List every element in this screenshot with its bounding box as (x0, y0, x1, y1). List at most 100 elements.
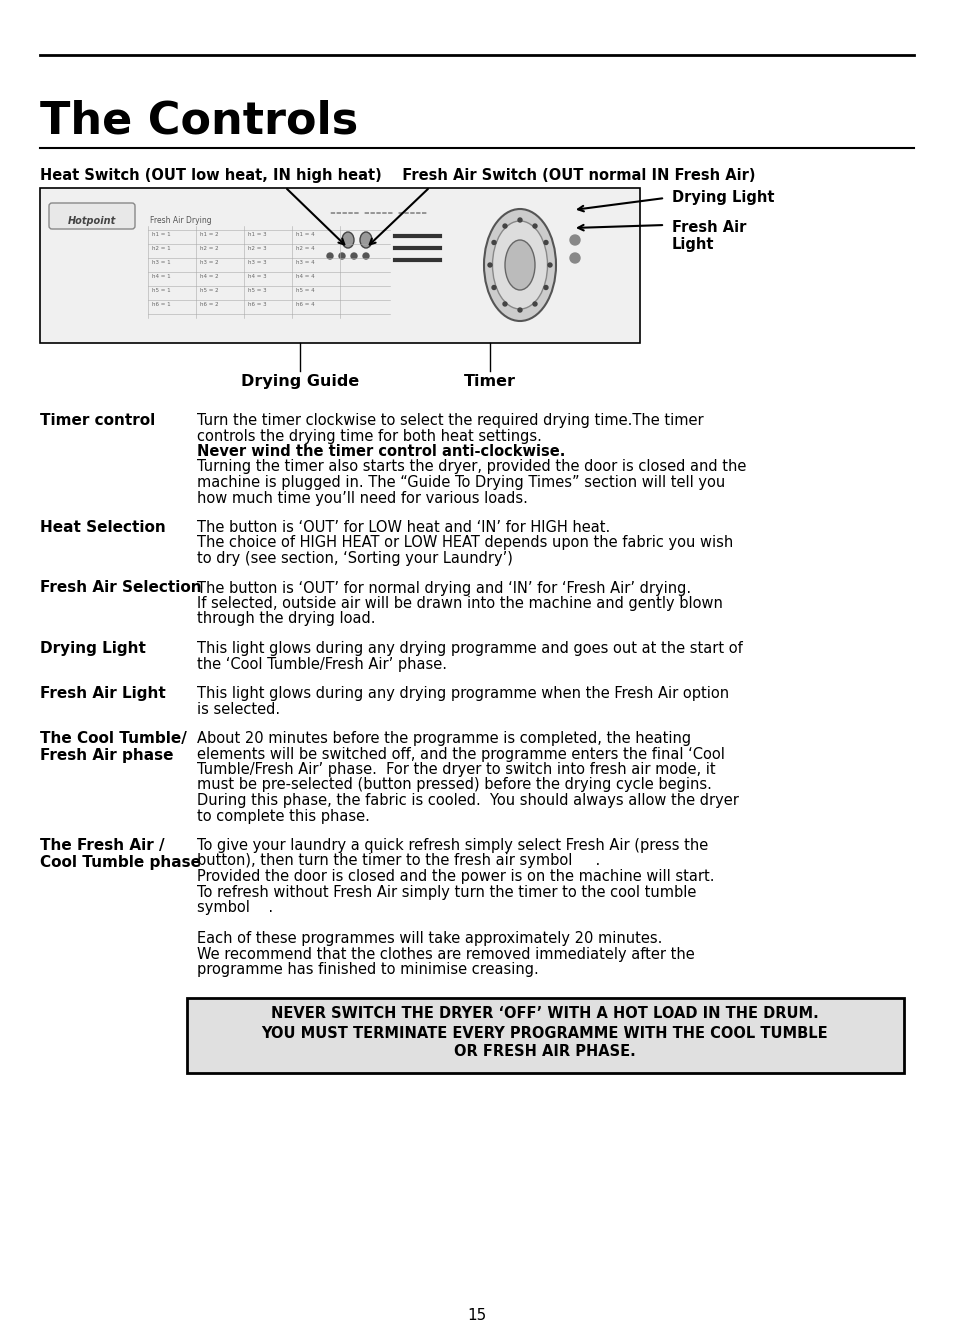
Text: programme has finished to minimise creasing.: programme has finished to minimise creas… (196, 962, 538, 977)
Text: h3 = 4: h3 = 4 (295, 261, 314, 265)
Circle shape (533, 224, 537, 228)
Text: elements will be switched off, and the programme enters the final ‘Cool: elements will be switched off, and the p… (196, 747, 724, 762)
Circle shape (547, 263, 552, 267)
Text: During this phase, the fabric is cooled.  You should always allow the dryer: During this phase, the fabric is cooled.… (196, 794, 739, 808)
Text: symbol    .: symbol . (196, 900, 273, 915)
Text: h4 = 3: h4 = 3 (248, 274, 266, 279)
Text: h6 = 1: h6 = 1 (152, 302, 171, 307)
Text: The button is ‘OUT’ for normal drying and ‘IN’ for ‘Fresh Air’ drying.: The button is ‘OUT’ for normal drying an… (196, 581, 690, 596)
Text: machine is plugged in. The “Guide To Drying Times” section will tell you: machine is plugged in. The “Guide To Dry… (196, 476, 724, 490)
Text: To refresh without Fresh Air simply turn the timer to the cool tumble: To refresh without Fresh Air simply turn… (196, 884, 696, 899)
Circle shape (492, 240, 496, 244)
Text: NEVER SWITCH THE DRYER ‘OFF’ WITH A HOT LOAD IN THE DRUM.: NEVER SWITCH THE DRYER ‘OFF’ WITH A HOT … (271, 1006, 818, 1022)
Text: Fresh Air Light: Fresh Air Light (40, 685, 166, 701)
Text: h6 = 3: h6 = 3 (248, 302, 266, 307)
Text: Fresh Air Selection: Fresh Air Selection (40, 581, 201, 596)
Text: h5 = 4: h5 = 4 (295, 289, 314, 293)
Text: Fresh Air
Light: Fresh Air Light (671, 220, 745, 253)
Text: h2 = 4: h2 = 4 (295, 246, 314, 251)
Circle shape (327, 253, 333, 259)
Text: =====  =====  =====: ===== ===== ===== (330, 210, 427, 216)
Text: Tumble/Fresh Air’ phase.  For the dryer to switch into fresh air mode, it: Tumble/Fresh Air’ phase. For the dryer t… (196, 762, 715, 778)
Text: h1 = 4: h1 = 4 (295, 232, 314, 236)
Text: h2 = 2: h2 = 2 (200, 246, 218, 251)
Circle shape (502, 302, 506, 306)
Text: Drying Light: Drying Light (40, 641, 146, 656)
Text: Drying Guide: Drying Guide (240, 374, 358, 389)
Circle shape (517, 309, 521, 313)
Circle shape (351, 253, 356, 259)
FancyBboxPatch shape (40, 188, 639, 343)
Text: If selected, outside air will be drawn into the machine and gently blown: If selected, outside air will be drawn i… (196, 596, 722, 611)
Text: h3 = 2: h3 = 2 (200, 261, 218, 265)
Text: The Controls: The Controls (40, 100, 358, 143)
Ellipse shape (341, 232, 354, 248)
Text: button), then turn the timer to the fresh air symbol     .: button), then turn the timer to the fres… (196, 854, 599, 868)
Text: Heat Switch (OUT low heat, IN high heat)    Fresh Air Switch (OUT normal IN Fres: Heat Switch (OUT low heat, IN high heat)… (40, 168, 755, 183)
Text: h2 = 1: h2 = 1 (152, 246, 171, 251)
Text: h4 = 2: h4 = 2 (200, 274, 218, 279)
FancyBboxPatch shape (187, 998, 903, 1073)
Text: We recommend that the clothes are removed immediately after the: We recommend that the clothes are remove… (196, 946, 694, 962)
Circle shape (363, 253, 369, 259)
Text: Each of these programmes will take approximately 20 minutes.: Each of these programmes will take appro… (196, 931, 661, 946)
Text: how much time you’ll need for various loads.: how much time you’ll need for various lo… (196, 490, 527, 505)
Ellipse shape (504, 240, 535, 290)
Text: to dry (see section, ‘Sorting your Laundry’): to dry (see section, ‘Sorting your Laund… (196, 550, 513, 566)
Text: through the drying load.: through the drying load. (196, 612, 375, 627)
Text: OR FRESH AIR PHASE.: OR FRESH AIR PHASE. (454, 1045, 636, 1059)
Circle shape (569, 253, 579, 263)
Text: The button is ‘OUT’ for LOW heat and ‘IN’ for HIGH heat.: The button is ‘OUT’ for LOW heat and ‘IN… (196, 520, 610, 534)
Text: h5 = 1: h5 = 1 (152, 289, 171, 293)
Text: Fresh Air Drying: Fresh Air Drying (150, 216, 212, 224)
Text: YOU MUST TERMINATE EVERY PROGRAMME WITH THE COOL TUMBLE: YOU MUST TERMINATE EVERY PROGRAMME WITH … (261, 1026, 827, 1041)
Text: The choice of HIGH HEAT or LOW HEAT depends upon the fabric you wish: The choice of HIGH HEAT or LOW HEAT depe… (196, 536, 733, 550)
Text: h5 = 3: h5 = 3 (248, 289, 266, 293)
Text: h3 = 1: h3 = 1 (152, 261, 171, 265)
FancyBboxPatch shape (49, 203, 135, 228)
Text: Hotpoint: Hotpoint (68, 216, 116, 226)
Text: h4 = 1: h4 = 1 (152, 274, 171, 279)
Text: Turning the timer also starts the dryer, provided the door is closed and the: Turning the timer also starts the dryer,… (196, 460, 745, 474)
Text: h5 = 2: h5 = 2 (200, 289, 218, 293)
Text: h3 = 3: h3 = 3 (248, 261, 266, 265)
Text: About 20 minutes before the programme is completed, the heating: About 20 minutes before the programme is… (196, 731, 690, 745)
Text: Drying Light: Drying Light (671, 190, 774, 204)
Ellipse shape (359, 232, 372, 248)
Circle shape (488, 263, 492, 267)
Circle shape (533, 302, 537, 306)
Text: This light glows during any drying programme and goes out at the start of: This light glows during any drying progr… (196, 641, 742, 656)
Text: h1 = 1: h1 = 1 (152, 232, 171, 236)
Text: h6 = 2: h6 = 2 (200, 302, 218, 307)
Text: The Fresh Air /
Cool Tumble phase: The Fresh Air / Cool Tumble phase (40, 838, 201, 870)
Text: controls the drying time for both heat settings.: controls the drying time for both heat s… (196, 429, 541, 444)
Text: the ‘Cool Tumble/Fresh Air’ phase.: the ‘Cool Tumble/Fresh Air’ phase. (196, 656, 447, 672)
Text: h4 = 4: h4 = 4 (295, 274, 314, 279)
Text: h1 = 3: h1 = 3 (248, 232, 266, 236)
Text: h2 = 3: h2 = 3 (248, 246, 266, 251)
Text: h6 = 4: h6 = 4 (295, 302, 314, 307)
Text: Provided the door is closed and the power is on the machine will start.: Provided the door is closed and the powe… (196, 868, 714, 884)
Circle shape (543, 240, 547, 244)
Text: Never wind the timer control anti-clockwise.: Never wind the timer control anti-clockw… (196, 444, 565, 460)
Text: 15: 15 (467, 1308, 486, 1323)
Text: Heat Selection: Heat Selection (40, 520, 166, 534)
Text: to complete this phase.: to complete this phase. (196, 808, 370, 823)
Circle shape (492, 286, 496, 290)
Text: This light glows during any drying programme when the Fresh Air option: This light glows during any drying progr… (196, 685, 728, 701)
Text: To give your laundry a quick refresh simply select Fresh Air (press the: To give your laundry a quick refresh sim… (196, 838, 707, 852)
Ellipse shape (483, 208, 556, 321)
Ellipse shape (492, 220, 547, 309)
Text: Timer: Timer (463, 374, 516, 389)
Circle shape (569, 235, 579, 244)
Text: must be pre-selected (button pressed) before the drying cycle begins.: must be pre-selected (button pressed) be… (196, 778, 711, 792)
Text: Timer control: Timer control (40, 413, 155, 428)
Circle shape (338, 253, 345, 259)
Circle shape (502, 224, 506, 228)
Text: is selected.: is selected. (196, 701, 280, 716)
Text: h1 = 2: h1 = 2 (200, 232, 218, 236)
Text: Turn the timer clockwise to select the required drying time.The timer: Turn the timer clockwise to select the r… (196, 413, 703, 428)
Circle shape (517, 218, 521, 222)
Text: The Cool Tumble/
Fresh Air phase: The Cool Tumble/ Fresh Air phase (40, 731, 187, 763)
Circle shape (543, 286, 547, 290)
